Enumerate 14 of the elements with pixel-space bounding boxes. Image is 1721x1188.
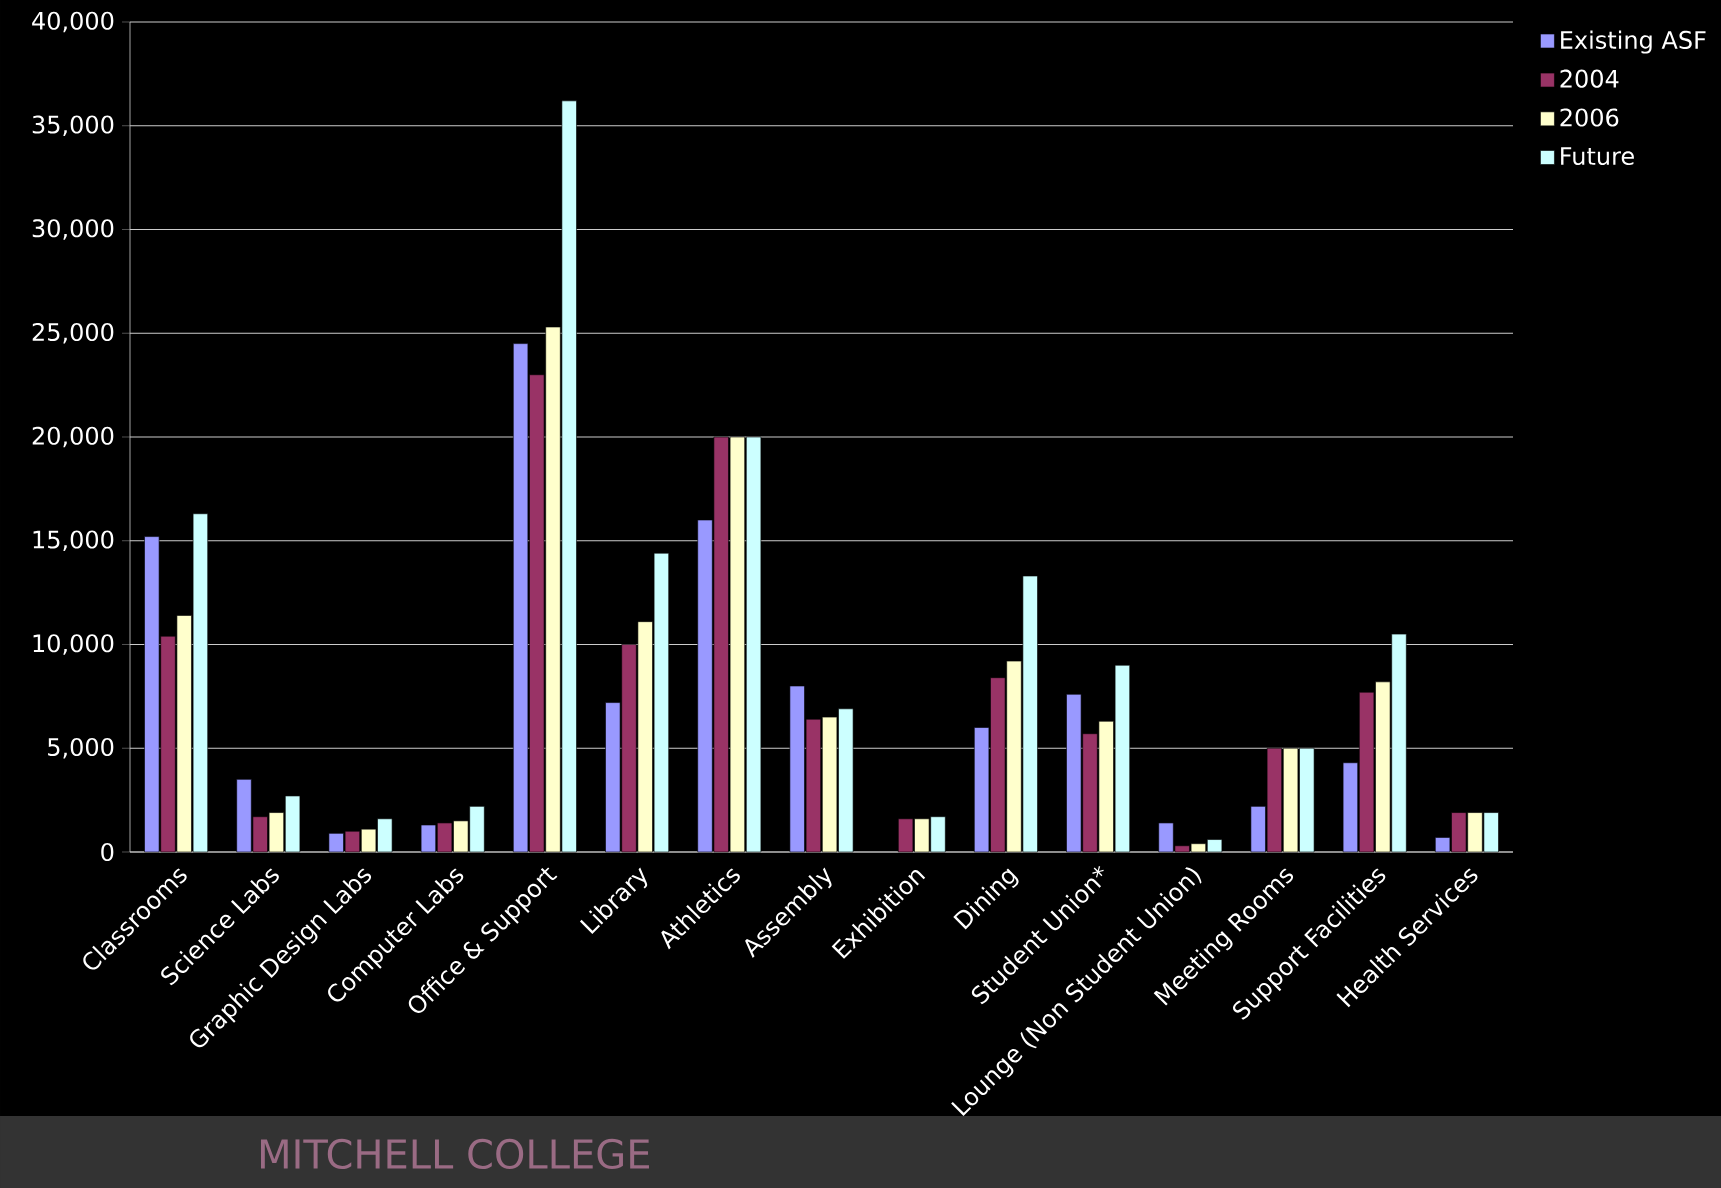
y-tick-label: 40,000 [32, 11, 114, 33]
legend-label: 2004 [1560, 69, 1619, 88]
legend-label: Existing ASF [1561, 30, 1706, 54]
legend-label: 2006 [1560, 108, 1619, 127]
y-tick-label: 30,000 [32, 219, 114, 240]
y-tick-label: 10,000 [33, 634, 114, 655]
y-tick-label: 25,000 [32, 322, 114, 344]
text: MITCHELL COLLEGE [260, 1138, 649, 1170]
legend-label: Future [1561, 147, 1634, 166]
y-tick-label: 5,000 [48, 737, 114, 759]
y-tick-label: 0 [101, 842, 114, 862]
y-tick-label: 15,000 [33, 530, 114, 552]
y-tick-label: 20,000 [32, 426, 114, 448]
y-tick-label: 35,000 [32, 115, 114, 137]
